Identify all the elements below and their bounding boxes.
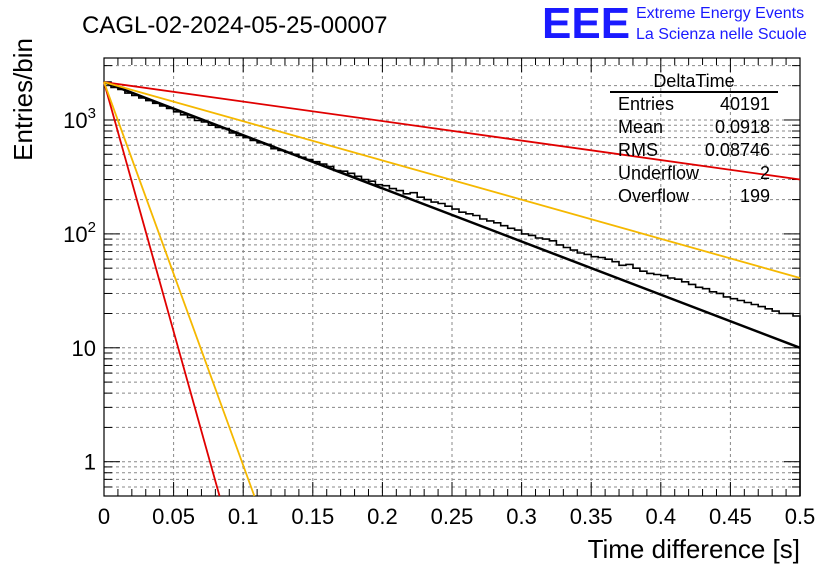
x-tick-label: 0.45 bbox=[709, 504, 752, 529]
x-tick-label: 0.2 bbox=[367, 504, 398, 529]
fit-line bbox=[103, 81, 801, 279]
stats-label: Mean bbox=[618, 117, 663, 137]
stats-label: Entries bbox=[618, 94, 674, 114]
logo-line-2: La Scienza nelle Scuole bbox=[636, 26, 807, 43]
x-tick-labels: 0 0.05 0.1 0.15 0.2 0.25 0.3 0.35 0.4 0.45 0.5 bbox=[98, 504, 815, 529]
logo-line-1: Extreme Energy Events bbox=[636, 5, 804, 22]
y-tick-label: 1 bbox=[84, 450, 96, 475]
x-tick-label: 0.4 bbox=[646, 504, 677, 529]
stats-value: 199 bbox=[740, 186, 770, 206]
y-tick-label: 103 bbox=[63, 105, 96, 133]
stats-value: 0.0918 bbox=[715, 117, 770, 137]
x-tick-label: 0.5 bbox=[785, 504, 816, 529]
stats-box: DeltaTime Entries 40191 Mean 0.0918 RMS 0.087… bbox=[610, 71, 778, 206]
x-tick-label: 0 bbox=[98, 504, 110, 529]
stats-title: DeltaTime bbox=[653, 71, 734, 91]
fit-line bbox=[103, 81, 801, 181]
x-tick-label: 0.05 bbox=[152, 504, 195, 529]
grid bbox=[104, 58, 800, 497]
logo-mark: EEE bbox=[542, 0, 630, 48]
chart-title: CAGL-02-2024-05-25-00007 bbox=[82, 12, 388, 39]
stats-label: Underflow bbox=[618, 163, 700, 183]
x-tick-label: 0.35 bbox=[570, 504, 613, 529]
stats-rows: Entries 40191 Mean 0.0918 RMS 0.08746Underflo… bbox=[618, 94, 770, 206]
stats-label: RMS bbox=[618, 140, 658, 160]
y-tick-label: 10 bbox=[72, 336, 96, 361]
fit-lines bbox=[103, 80, 801, 497]
x-tick-label: 0.25 bbox=[431, 504, 474, 529]
stats-value: 2 bbox=[760, 163, 770, 183]
fit-line bbox=[103, 80, 801, 349]
x-axis-label: Time difference [s] bbox=[588, 534, 800, 564]
y-axis-label: Entries/bin bbox=[8, 38, 38, 161]
y-tick-labels: 1 10 102 103 bbox=[63, 105, 96, 475]
y-tick-label: 102 bbox=[63, 219, 96, 247]
x-tick-label: 0.1 bbox=[228, 504, 259, 529]
logo: EEE Extreme Energy Events La Scienza nel… bbox=[542, 0, 807, 48]
stats-value: 40191 bbox=[720, 94, 770, 114]
x-tick-label: 0.15 bbox=[291, 504, 334, 529]
x-tick-label: 0.3 bbox=[506, 504, 537, 529]
stats-value: 0.08746 bbox=[705, 140, 770, 160]
fit-line bbox=[103, 81, 221, 497]
fit-line bbox=[103, 81, 256, 497]
stats-label: Overflow bbox=[618, 186, 690, 206]
